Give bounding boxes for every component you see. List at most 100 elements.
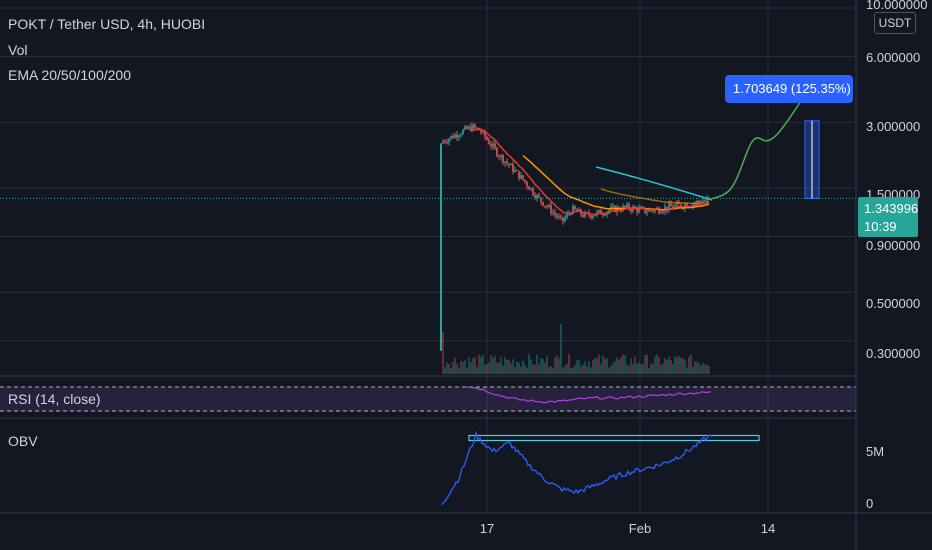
- candle-body: [544, 205, 546, 207]
- volume-bar: [460, 361, 462, 374]
- volume-bar: [532, 364, 534, 374]
- candle-body: [556, 214, 558, 218]
- candle-body: [668, 203, 670, 211]
- candle-body: [460, 134, 462, 136]
- candle-body: [648, 209, 650, 212]
- volume-bar: [568, 354, 570, 374]
- candle-body: [696, 200, 698, 203]
- candle-body: [608, 210, 610, 212]
- volume-bar: [674, 356, 676, 374]
- candle-body: [592, 216, 594, 218]
- volume-bar: [698, 362, 700, 374]
- symbol-title[interactable]: POKT / Tether USD, 4h, HUOBI: [8, 16, 206, 32]
- volume-bar: [624, 355, 626, 374]
- volume-bar: [448, 364, 450, 374]
- candle-body: [672, 206, 674, 208]
- volume-bar: [576, 360, 578, 374]
- candle-body: [676, 202, 678, 206]
- candle-body: [584, 212, 586, 217]
- candle-body: [472, 124, 474, 131]
- candle-body: [634, 206, 636, 209]
- volume-bar: [580, 366, 582, 374]
- candle-body: [498, 155, 500, 157]
- volume-bar: [468, 356, 470, 374]
- candle-body: [582, 214, 584, 217]
- volume-bar: [488, 362, 490, 374]
- candle-body: [646, 211, 648, 213]
- volume-bars: [442, 324, 710, 374]
- volume-bar: [594, 358, 596, 374]
- volume-legend[interactable]: Vol: [8, 42, 28, 58]
- candle-body: [474, 124, 476, 128]
- candle-body: [576, 209, 578, 212]
- volume-bar: [592, 360, 594, 374]
- candle-body: [602, 214, 604, 216]
- volume-bar: [524, 364, 526, 374]
- candle-body: [470, 126, 472, 131]
- rsi-legend[interactable]: RSI (14, close): [8, 391, 101, 407]
- volume-bar: [590, 367, 592, 374]
- volume-bar: [598, 354, 600, 374]
- candle-body: [674, 205, 676, 208]
- projection-path-line: [711, 94, 806, 200]
- volume-bar: [650, 363, 652, 374]
- candle-body: [552, 212, 554, 214]
- candle-body: [514, 170, 516, 172]
- candle-body: [530, 188, 532, 190]
- price-tick-label: 3.000000: [866, 119, 921, 134]
- rsi-pane: [0, 386, 856, 412]
- candle-body: [562, 217, 564, 222]
- volume-bar: [472, 358, 474, 374]
- obv-legend[interactable]: OBV: [8, 433, 38, 449]
- time-tick-label: 17: [479, 521, 495, 536]
- candle-body: [442, 141, 444, 144]
- volume-bar: [660, 365, 662, 374]
- ema-200-line: [600, 188, 710, 205]
- volume-bar: [636, 363, 638, 374]
- volume-bar: [554, 357, 556, 374]
- volume-bar: [548, 366, 550, 374]
- candle-body: [464, 126, 466, 130]
- candle-body: [458, 135, 460, 138]
- candle-body: [454, 134, 456, 139]
- candle-body: [604, 214, 606, 216]
- volume-bar: [514, 366, 516, 374]
- volume-bar: [668, 356, 670, 374]
- candle-body: [468, 126, 470, 129]
- volume-bar: [658, 357, 660, 374]
- volume-bar: [484, 364, 486, 374]
- volume-bar: [644, 355, 646, 374]
- candle-body: [524, 179, 526, 182]
- volume-bar: [540, 357, 542, 374]
- candle-body: [546, 206, 548, 208]
- price-tick-label: 0.300000: [866, 346, 921, 361]
- volume-bar: [552, 367, 554, 374]
- candle-body: [666, 206, 668, 211]
- volume-bar: [672, 363, 674, 374]
- ema-legend[interactable]: EMA 20/50/100/200: [8, 67, 131, 83]
- candle-body: [528, 186, 530, 190]
- volume-bar: [640, 364, 642, 374]
- candle-body: [522, 175, 524, 180]
- obv-tick-label: 0: [866, 496, 874, 511]
- price-tick-label: 10.000000: [866, 0, 928, 12]
- candle-body: [484, 130, 486, 137]
- candle-body: [598, 209, 600, 212]
- candle-body: [566, 213, 568, 218]
- candle-body: [482, 130, 484, 133]
- volume-bar: [702, 362, 704, 374]
- candle-body: [626, 204, 628, 208]
- candle-body: [518, 170, 520, 179]
- volume-bar: [708, 365, 710, 374]
- candle-body: [670, 203, 672, 207]
- volume-bar: [688, 356, 690, 374]
- volume-bar: [654, 356, 656, 374]
- volume-bar: [684, 359, 686, 374]
- bar-countdown: 10:39: [864, 219, 897, 234]
- candle-body: [564, 217, 566, 222]
- currency-unit-button[interactable]: USDT: [874, 12, 916, 34]
- volume-bar: [586, 366, 588, 374]
- measure-tool-label[interactable]: 1.703649 (125.35%) 1703649: [725, 75, 853, 103]
